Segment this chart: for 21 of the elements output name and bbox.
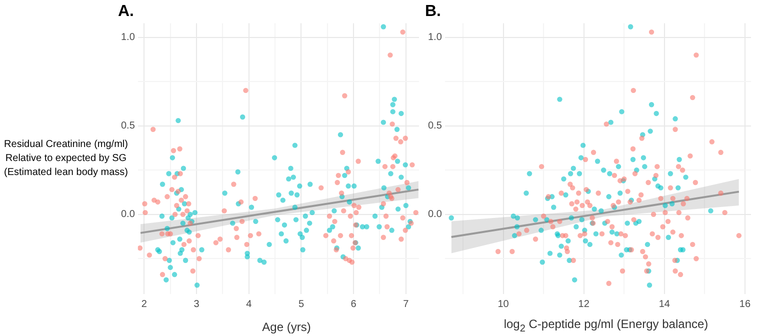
x-tick-label: 14 (658, 298, 670, 310)
y-tick-label: 0.0 (428, 209, 442, 220)
y-tick-label: 0.0 (120, 209, 136, 220)
x-tick-label: 4 (246, 298, 252, 310)
x-tick-label: 7 (403, 298, 410, 310)
x-tick-label: 2 (141, 298, 148, 310)
y-tick-label: 1.0 (120, 32, 136, 44)
y-tick-label: 1.0 (428, 32, 442, 44)
x-tick-label: 5 (298, 298, 304, 310)
x-tick-label: 3 (194, 298, 200, 310)
x-tick-label: 12 (578, 298, 590, 310)
x-axis-title: Age (yrs) (261, 320, 312, 334)
x-axis-title: log$_{2}$ C-peptide pg/ml (Energy balance) (502, 316, 710, 334)
y-tick-label: 0.5 (428, 120, 442, 132)
chart-title: A. (118, 3, 134, 20)
chart-title: B. (425, 3, 441, 20)
x-tick-label: 6 (350, 298, 357, 310)
y-tick-label: 0.5 (120, 120, 136, 132)
x-tick-label: 16 (739, 298, 751, 310)
x-tick-label: 10 (498, 298, 510, 310)
y-axis-title: Residual Creatinine (mg/ml) Relative to expected by SG (Estimated lean body mass) (3, 138, 129, 180)
